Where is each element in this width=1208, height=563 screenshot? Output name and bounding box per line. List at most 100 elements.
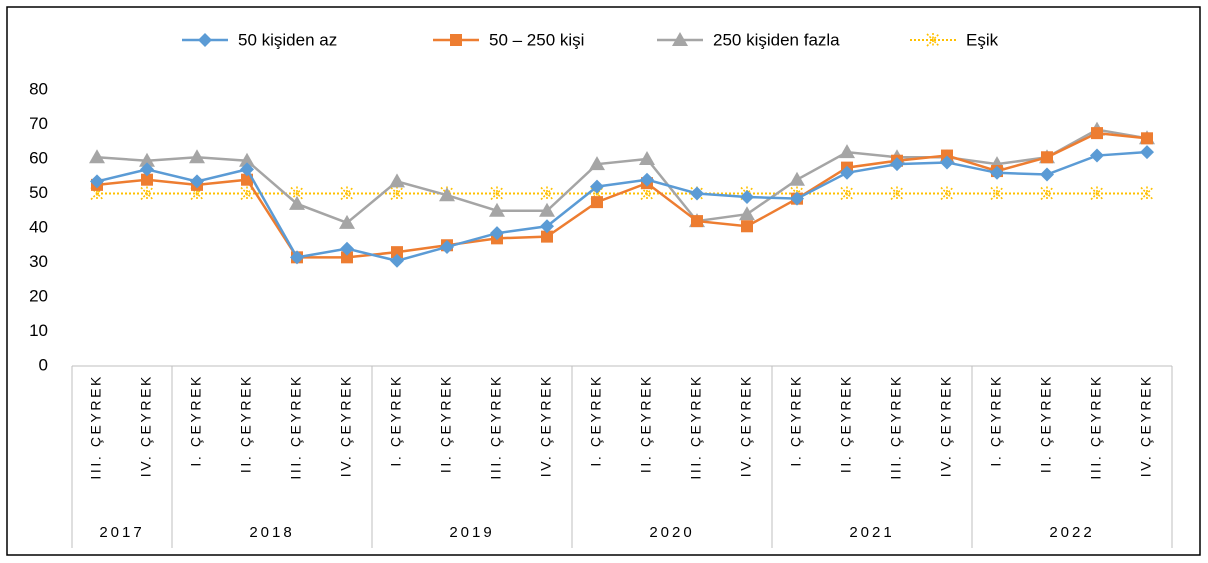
diamond-marker: [240, 162, 254, 177]
x-tick-label: I. ÇEYREK: [588, 374, 604, 467]
y-tick-label: 0: [39, 355, 48, 374]
year-label: 2017: [99, 524, 144, 541]
year-label: 2020: [649, 524, 694, 541]
square-marker: [341, 251, 353, 264]
triangle-marker: [139, 152, 155, 167]
diamond-marker: [1090, 148, 1104, 163]
diamond-marker: [290, 250, 304, 265]
diamond-marker: [990, 165, 1004, 180]
triangle-marker: [239, 152, 255, 167]
y-tick-label: 10: [29, 321, 48, 340]
x-tick-label: IV. ÇEYREK: [738, 374, 754, 477]
x-tick-label: II. ÇEYREK: [1038, 374, 1054, 473]
diamond-marker: [840, 165, 854, 180]
legend-label: 50 – 250 kişi: [489, 30, 584, 49]
diamond-marker: [340, 241, 354, 256]
triangle-marker: [672, 32, 688, 46]
star-marker: [340, 186, 354, 201]
triangle-marker: [789, 171, 805, 186]
x-tick-label: IV. ÇEYREK: [938, 374, 954, 477]
square-marker: [741, 220, 753, 233]
star-marker: [926, 33, 940, 47]
diamond-marker: [890, 157, 904, 172]
legend-label: Eşik: [966, 30, 999, 49]
x-tick-label: II. ÇEYREK: [638, 374, 654, 473]
diamond-marker: [790, 191, 804, 206]
diamond-marker: [440, 239, 454, 254]
star-marker: [890, 186, 904, 201]
square-marker: [391, 246, 403, 259]
diamond-marker: [190, 174, 204, 189]
square-marker: [1091, 127, 1103, 140]
triangle-marker: [539, 202, 555, 217]
triangle-marker: [639, 151, 655, 165]
star-marker: [240, 186, 254, 201]
diamond-marker: [940, 155, 954, 170]
square-marker: [691, 215, 703, 228]
star-marker: [990, 186, 1004, 201]
legend-label: 250 kişiden fazla: [713, 30, 840, 49]
diamond-marker: [590, 179, 604, 194]
x-tick-label: II. ÇEYREK: [438, 374, 454, 473]
x-tick-label: IV. ÇEYREK: [1138, 374, 1154, 477]
square-marker: [1141, 132, 1153, 145]
triangle-marker: [389, 173, 405, 188]
diamond-marker: [390, 253, 404, 268]
star-marker: [940, 186, 954, 201]
triangle-marker: [339, 214, 355, 229]
square-marker: [1041, 151, 1053, 164]
triangle-marker: [89, 149, 105, 164]
star-marker: [1140, 186, 1154, 201]
star-marker: [1090, 186, 1104, 201]
triangle-marker: [489, 202, 505, 217]
diamond-marker: [540, 219, 554, 234]
y-tick-label: 20: [29, 286, 48, 305]
x-tick-label: I. ÇEYREK: [388, 374, 404, 467]
y-tick-label: 50: [29, 183, 48, 202]
x-tick-label: I. ÇEYREK: [788, 374, 804, 467]
triangle-marker: [839, 144, 855, 159]
x-tick-label: IV. ÇEYREK: [338, 374, 354, 477]
star-marker: [640, 186, 654, 201]
triangle-marker: [589, 156, 605, 171]
triangle-marker: [439, 187, 455, 202]
diamond-marker: [198, 33, 212, 47]
diamond-marker: [490, 226, 504, 241]
diamond-marker: [640, 172, 654, 187]
x-tick-label: II. ÇEYREK: [238, 374, 254, 473]
x-tick-label: III. ÇEYREK: [1088, 374, 1104, 480]
x-tick-label: III. ÇEYREK: [688, 374, 704, 480]
square-marker: [141, 173, 153, 186]
diamond-marker: [1040, 167, 1054, 182]
x-tick-label: IV. ÇEYREK: [138, 374, 154, 477]
diamond-marker: [1140, 145, 1154, 160]
star-marker: [490, 186, 504, 201]
x-tick-label: III. ÇEYREK: [888, 374, 904, 480]
legend-label: 50 kişiden az: [238, 30, 337, 49]
triangle-marker: [289, 195, 305, 210]
year-label: 2019: [449, 524, 494, 541]
diamond-marker: [690, 186, 704, 201]
x-tick-label: I. ÇEYREK: [988, 374, 1004, 467]
y-tick-label: 40: [29, 217, 48, 236]
x-tick-label: IV. ÇEYREK: [538, 374, 554, 477]
series-line: [96, 128, 1148, 225]
x-tick-label: III. ÇEYREK: [288, 374, 304, 480]
y-tick-label: 80: [29, 79, 48, 98]
year-label: 2022: [1049, 524, 1094, 541]
y-tick-label: 70: [29, 114, 48, 133]
square-marker: [450, 34, 462, 46]
diamond-marker: [140, 162, 154, 177]
star-marker: [1040, 186, 1054, 201]
series-line: [96, 150, 1148, 263]
year-label: 2018: [249, 524, 294, 541]
star-marker: [840, 186, 854, 201]
x-tick-label: III. ÇEYREK: [488, 374, 504, 480]
triangle-marker: [189, 149, 205, 164]
x-tick-label: II. ÇEYREK: [838, 374, 854, 473]
star-marker: [390, 186, 404, 201]
y-tick-label: 60: [29, 148, 48, 167]
series-line: [96, 131, 1148, 259]
y-tick-label: 30: [29, 252, 48, 271]
